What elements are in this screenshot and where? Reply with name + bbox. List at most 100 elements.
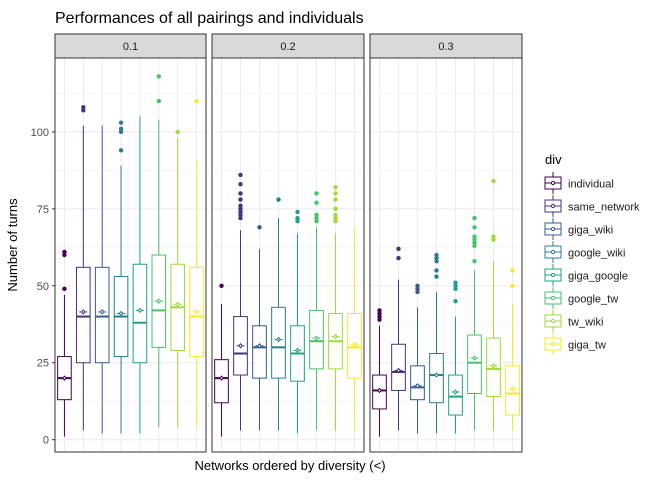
mean-point — [352, 342, 357, 347]
box-giga_wiki — [94, 125, 110, 434]
legend-label: individual — [568, 179, 614, 191]
legend: individual same_network giga_wiki google_wi… — [544, 172, 640, 355]
box-giga_google — [290, 209, 305, 434]
mean-point — [510, 386, 515, 391]
mean-point — [333, 334, 338, 339]
legend-key-mean — [550, 203, 556, 209]
mean-point — [81, 310, 86, 314]
box-body — [94, 266, 110, 364]
legend-item-tw_wiki: tw_wiki — [544, 310, 603, 332]
legend-key-mean — [550, 295, 556, 301]
outlier-point — [333, 212, 338, 218]
facet-strip-label: 0.1 — [123, 41, 138, 53]
outlier-point — [238, 172, 243, 178]
outlier-point — [453, 298, 458, 304]
box-google_tw — [467, 215, 482, 431]
facet-panel: 0.1 — [54, 33, 207, 453]
mean-point — [257, 343, 262, 348]
legend-key-mean — [550, 318, 556, 324]
y-tick-label: 25 — [37, 358, 49, 370]
outlier-point — [156, 98, 162, 104]
y-tick-label: 75 — [37, 204, 49, 216]
legend-label: giga_wiki — [568, 225, 613, 237]
outlier-point — [238, 215, 243, 221]
box-individual — [57, 249, 72, 437]
box-body — [214, 359, 229, 404]
outlier-point — [156, 74, 162, 79]
mean-point — [238, 343, 243, 348]
legend-key-mean — [550, 249, 556, 255]
legend-key-mean — [550, 341, 556, 347]
outlier-point — [118, 148, 124, 153]
panel-background — [55, 58, 206, 452]
outlier-point — [314, 218, 319, 224]
legend-item-individual: individual — [544, 172, 614, 194]
legend-label: same_network — [568, 202, 640, 214]
outlier-point — [377, 317, 382, 322]
outlier-point — [314, 212, 319, 218]
outlier-point — [238, 203, 243, 208]
outlier-point — [472, 215, 477, 221]
outlier-point — [175, 129, 180, 135]
mean-point — [295, 348, 300, 353]
legend-title: div — [545, 152, 562, 167]
outlier-point — [434, 268, 439, 273]
legend-label: giga_google — [568, 271, 628, 283]
outlier-point — [333, 206, 338, 212]
outlier-point — [314, 215, 319, 221]
mean-point — [194, 310, 199, 314]
panel-border — [54, 57, 207, 453]
mean-point — [434, 373, 439, 377]
box-tw_wiki — [328, 185, 343, 431]
mean-point — [62, 376, 67, 381]
box-giga_google — [448, 280, 463, 434]
box-google_wiki — [271, 197, 286, 431]
box-giga_google — [132, 116, 148, 434]
box-body — [252, 325, 267, 379]
outlier-point — [238, 209, 243, 215]
box-giga_wiki — [252, 225, 267, 431]
box-giga_wiki — [410, 283, 425, 434]
panel-border — [211, 57, 365, 453]
box-body — [467, 334, 482, 395]
mean-point — [175, 302, 180, 307]
outlier-point — [81, 105, 86, 110]
outlier-point — [238, 182, 243, 187]
outlier-point — [257, 225, 262, 230]
legend-item-giga_google: giga_google — [544, 264, 628, 286]
legend-label: google_tw — [568, 294, 618, 306]
legend-item-google_tw: google_tw — [544, 287, 618, 309]
facet-strip — [369, 33, 523, 59]
outlier-point — [491, 234, 496, 239]
outlier-point — [314, 200, 319, 205]
outlier-point — [396, 246, 401, 252]
mean-point — [314, 336, 319, 341]
outlier-point — [377, 308, 382, 313]
outlier-point — [314, 191, 319, 196]
outlier-point — [276, 197, 281, 202]
outlier-point — [415, 283, 420, 288]
outlier-point — [333, 215, 338, 221]
legend-key-mean — [550, 272, 556, 278]
legend-item-giga_wiki: giga_wiki — [544, 218, 613, 240]
box-google_tw — [309, 191, 324, 431]
outlier-point — [62, 286, 67, 292]
outlier-point — [62, 252, 67, 258]
outlier-point — [434, 255, 439, 261]
facet-panel: 0.3 — [369, 33, 523, 453]
panel-background — [212, 58, 364, 452]
box-body — [132, 263, 148, 364]
outlier-point — [238, 191, 243, 196]
y-axis: 0 25 50 75 100 — [31, 127, 55, 447]
y-tick-label: 50 — [37, 281, 49, 293]
outlier-point — [238, 197, 243, 202]
box-giga_tw — [189, 98, 204, 428]
mean-point — [396, 368, 401, 373]
legend-key-mean — [550, 226, 556, 232]
box-google_tw — [151, 74, 167, 428]
outlier-point — [434, 252, 439, 258]
box-body — [429, 353, 444, 404]
outlier-point — [415, 286, 420, 292]
